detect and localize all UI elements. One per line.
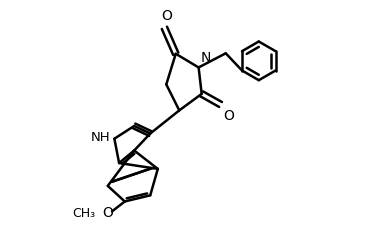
Text: CH₃: CH₃: [73, 207, 96, 219]
Text: O: O: [102, 206, 113, 220]
Text: N: N: [201, 51, 211, 65]
Text: NH: NH: [91, 131, 111, 144]
Text: O: O: [161, 9, 172, 23]
Text: O: O: [223, 109, 234, 123]
